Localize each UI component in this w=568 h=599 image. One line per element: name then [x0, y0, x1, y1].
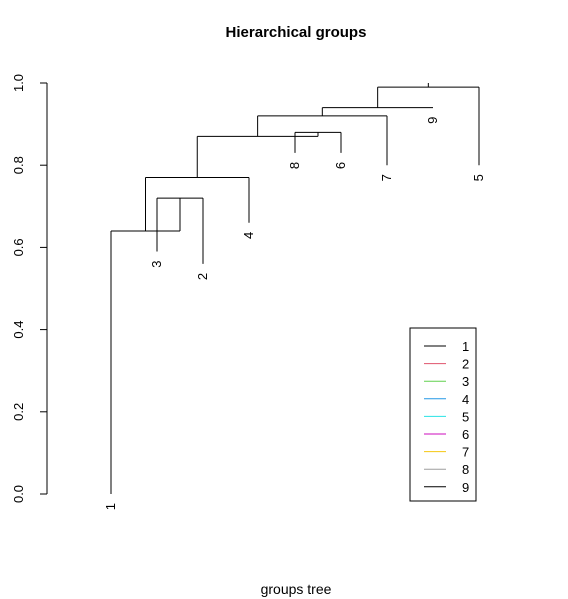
- legend-label-4: 4: [462, 392, 469, 407]
- leaf-labels: 1 3 2 4 8 6 7 9 5: [103, 117, 486, 511]
- legend-label-7: 7: [462, 445, 469, 460]
- y-tick-label: 0.8: [11, 156, 26, 174]
- leaf-label-2: 2: [195, 273, 210, 280]
- legend-label-8: 8: [462, 462, 469, 477]
- legend-box: [409, 327, 477, 502]
- legend-label-9: 9: [462, 480, 469, 495]
- legend-label-2: 2: [462, 357, 469, 372]
- leaf-label-7: 7: [379, 174, 394, 181]
- leaf-label-1: 1: [103, 503, 118, 510]
- y-tick-label: 0.0: [11, 485, 26, 503]
- chart-title: Hierarchical groups: [226, 24, 367, 41]
- x-axis-label: groups tree: [261, 581, 332, 597]
- legend-label-6: 6: [462, 427, 469, 442]
- y-tick-label: 0.6: [11, 238, 26, 256]
- legend: 1 2 3 4 5 6 7 8 9: [409, 327, 477, 502]
- y-tick-label: 0.2: [11, 403, 26, 421]
- legend-label-3: 3: [462, 374, 469, 389]
- leaf-label-3: 3: [149, 261, 164, 268]
- y-tick-label: 1.0: [11, 74, 26, 92]
- y-tick-label: 0.4: [11, 321, 26, 339]
- leaf-label-4: 4: [241, 232, 256, 239]
- leaf-label-5: 5: [471, 174, 486, 181]
- legend-label-1: 1: [462, 339, 469, 354]
- dendrogram-tree: [110, 83, 480, 494]
- y-axis: 0.0 0.2 0.4 0.6 0.8 1.0: [11, 74, 48, 503]
- leaf-label-9: 9: [425, 117, 440, 124]
- legend-label-5: 5: [462, 409, 469, 424]
- leaf-label-8: 8: [287, 162, 302, 169]
- leaf-label-6: 6: [333, 162, 348, 169]
